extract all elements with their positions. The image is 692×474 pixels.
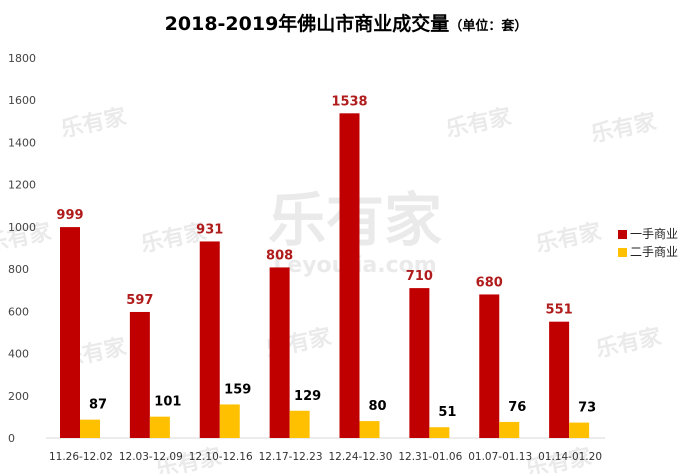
legend-label-first-hand: 一手商业 [630, 226, 678, 241]
data-label-second-hand: 51 [438, 405, 456, 420]
x-tick-label: 12.24-12.30 [328, 451, 392, 463]
watermark-logo: 乐有家 [59, 103, 130, 142]
bar-first-hand [479, 294, 500, 438]
data-label-first-hand: 680 [476, 275, 503, 290]
bar-second-hand [569, 422, 590, 438]
y-tick-label: 1400 [8, 136, 36, 149]
data-label-second-hand: 80 [368, 399, 386, 414]
data-label-first-hand: 710 [406, 269, 433, 284]
bar-second-hand [429, 427, 450, 438]
bar-second-hand [499, 421, 520, 438]
legend-label-second-hand: 二手商业 [630, 244, 678, 259]
y-tick-label: 1200 [8, 179, 36, 192]
y-tick-label: 800 [8, 263, 29, 276]
watermark-logo: 乐有家 [534, 218, 605, 257]
legend-swatch-second-hand [618, 248, 627, 257]
x-tick-label: 01.14-01.20 [538, 451, 602, 463]
data-label-second-hand: 87 [89, 398, 107, 413]
bar-second-hand [359, 421, 380, 438]
bar-second-hand [149, 416, 170, 438]
y-tick-label: 1600 [8, 94, 36, 107]
bar-first-hand [60, 227, 80, 438]
data-label-second-hand: 73 [578, 401, 596, 416]
data-label-first-hand: 931 [196, 222, 223, 237]
bar-first-hand [339, 113, 360, 439]
watermark-logo: 乐有家 [594, 323, 665, 362]
y-tick-label: 0 [8, 432, 15, 445]
data-label-second-hand: 129 [294, 389, 321, 404]
data-label-second-hand: 76 [508, 400, 526, 415]
y-tick-label: 1000 [8, 221, 36, 234]
x-tick-label: 12.03-12.09 [119, 451, 183, 463]
data-label-first-hand: 597 [126, 293, 153, 308]
y-tick-label: 200 [8, 390, 29, 403]
bar-first-hand [129, 311, 150, 438]
x-axis: 11.26-12.02 12.03-12.09 12.10-12.16 12.17-1… [49, 451, 602, 463]
watermark-logo: 乐有家 [444, 103, 515, 142]
y-tick-label: 600 [8, 305, 29, 318]
bar-second-hand [219, 404, 240, 438]
y-axis: 0 200 400 600 800 1000 1200 1400 1600 1800 [8, 52, 36, 445]
chart-title-unit: （单位：套） [449, 18, 527, 34]
bar-first-hand [549, 321, 570, 438]
bar-first-hand [409, 288, 430, 438]
data-label-first-hand: 551 [546, 303, 573, 318]
chart-title: 2018-2019年佛山市商业成交量（单位：套） [165, 12, 528, 35]
x-tick-label: 12.17-12.23 [259, 451, 323, 463]
data-label-second-hand: 159 [224, 382, 251, 397]
x-tick-label: 12.10-12.16 [189, 451, 253, 463]
bars: 999 87 597 101 931 159 808 129 1538 80 710 51 680 76 5… [56, 94, 596, 439]
x-tick-label: 12.31-01.06 [398, 451, 462, 463]
y-tick-label: 400 [8, 348, 29, 361]
bar-first-hand [199, 241, 220, 438]
watermark-logo: 乐有家 [589, 108, 660, 147]
data-label-first-hand: 1538 [331, 94, 367, 109]
x-tick-label: 11.26-12.02 [49, 451, 113, 463]
bar-second-hand [80, 419, 100, 438]
bar-second-hand [289, 410, 310, 438]
chart-title-main: 2018-2019年佛山市商业成交量 [165, 12, 450, 35]
x-tick-label: 01.07-01.13 [468, 451, 532, 463]
bar-first-hand [269, 267, 290, 438]
legend-swatch-first-hand [618, 230, 627, 239]
data-label-first-hand: 808 [266, 248, 293, 263]
data-label-first-hand: 999 [56, 208, 83, 223]
data-label-second-hand: 101 [154, 395, 181, 410]
y-tick-label: 1800 [8, 52, 36, 65]
